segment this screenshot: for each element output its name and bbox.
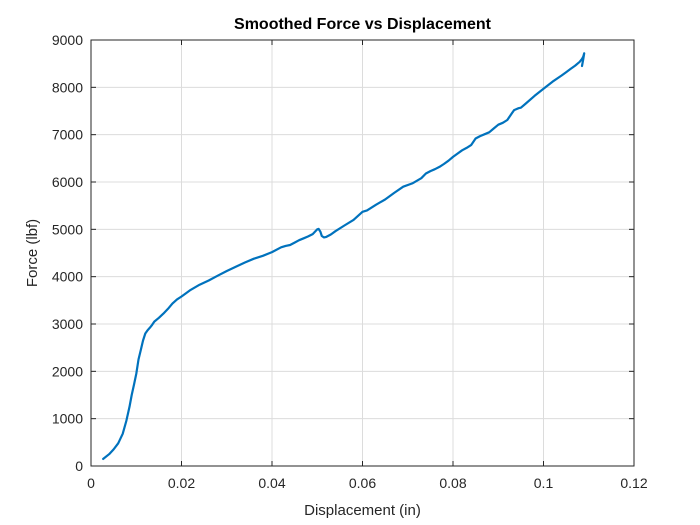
y-axis-label: Force (lbf) (24, 219, 41, 287)
y-tick-label: 9000 (52, 32, 83, 48)
series-layer (102, 52, 586, 460)
y-tick-label: 5000 (52, 221, 83, 237)
chart-title: Smoothed Force vs Displacement (234, 16, 492, 33)
grid (90, 39, 635, 467)
y-tick-label: 7000 (52, 127, 83, 143)
x-tick-label: 0.08 (439, 475, 466, 491)
x-tick-label: 0 (87, 475, 95, 491)
x-tick-label: 0.06 (349, 475, 376, 491)
x-tick-label: 0.1 (534, 475, 554, 491)
y-tick-label: 8000 (52, 79, 83, 95)
y-tick-label: 3000 (52, 316, 83, 332)
ticks: 0 0.02 0.04 0.06 0.08 0.1 0.12 0 1000 2000 3000 400… (52, 32, 648, 491)
x-tick-label: 0.12 (620, 475, 647, 491)
force-displacement-line (102, 52, 586, 460)
x-tick-label: 0.02 (168, 475, 195, 491)
y-tick-label: 0 (75, 458, 83, 474)
y-tick-label: 1000 (52, 411, 83, 427)
y-tick-label: 4000 (52, 269, 83, 285)
x-tick-label: 0.04 (258, 475, 285, 491)
x-axis-label: Displacement (in) (304, 502, 421, 519)
y-tick-label: 2000 (52, 363, 83, 379)
y-tick-label: 6000 (52, 174, 83, 190)
